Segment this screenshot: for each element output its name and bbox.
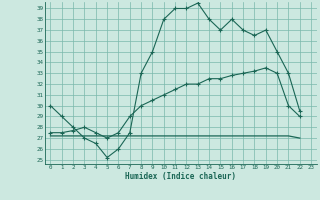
X-axis label: Humidex (Indice chaleur): Humidex (Indice chaleur): [125, 172, 236, 181]
